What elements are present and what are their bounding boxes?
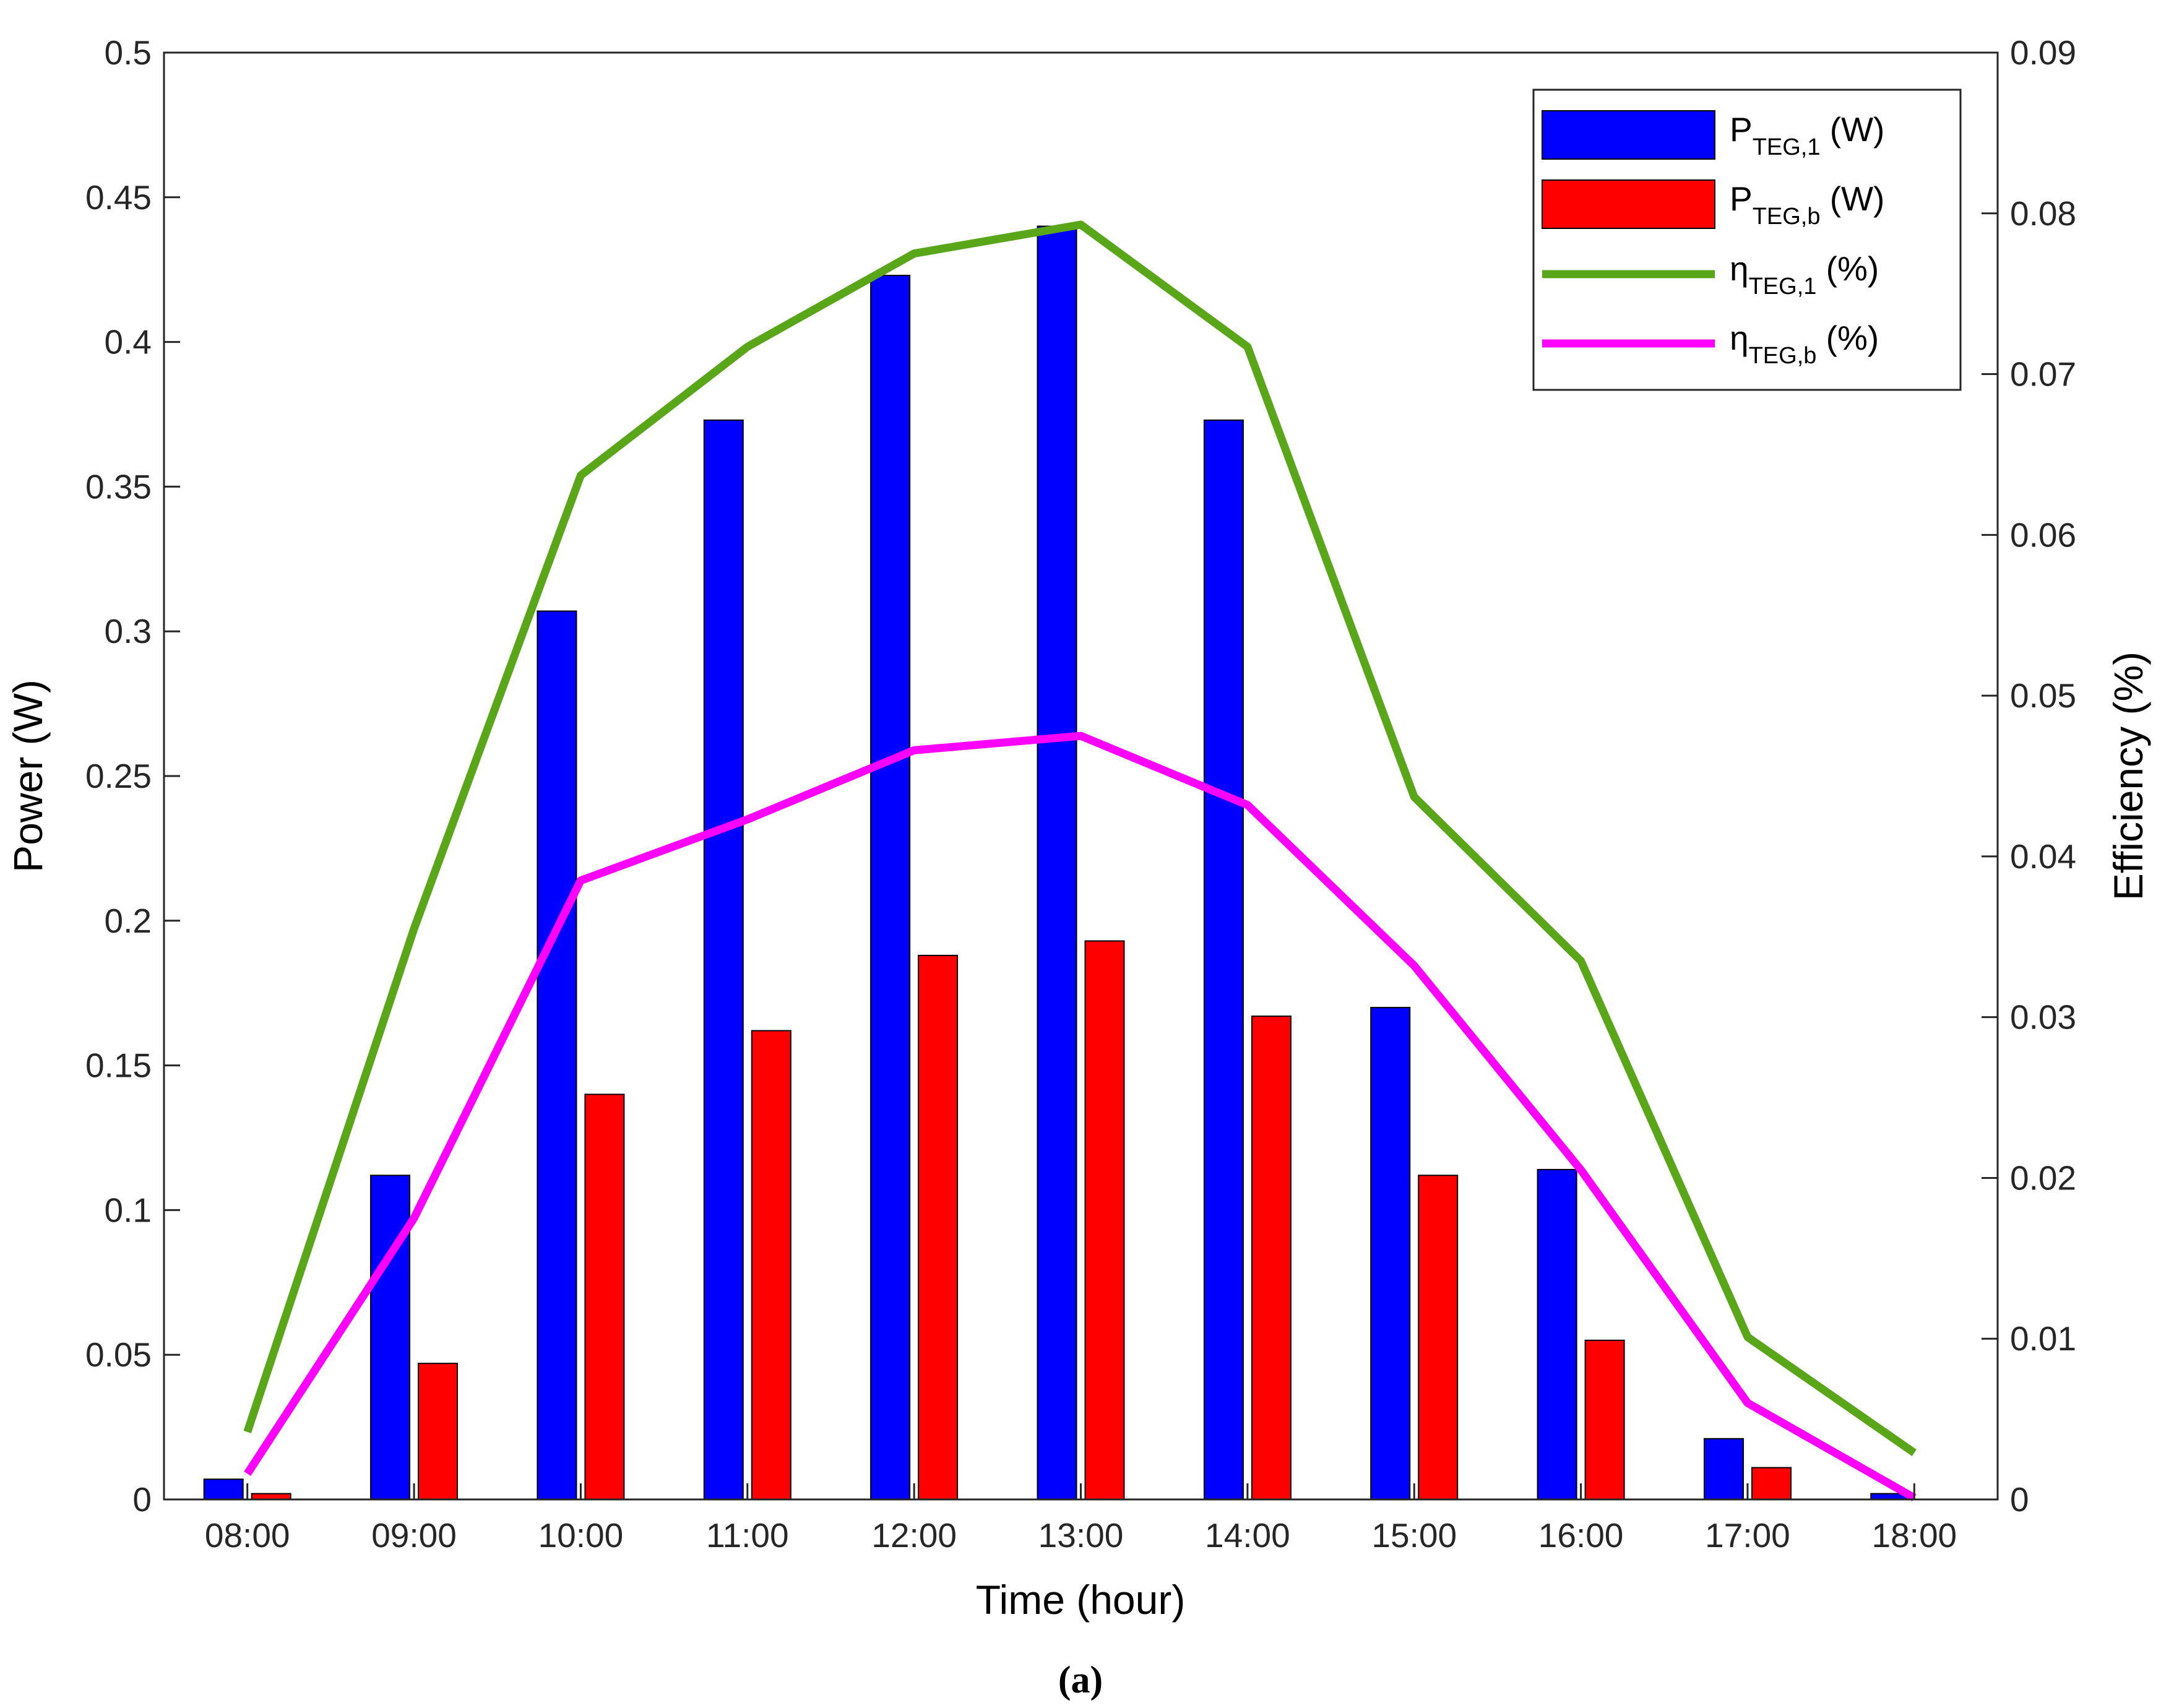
- right-y-tick-label: 0.07: [2010, 355, 2076, 394]
- left-y-tick-label: 0.5: [105, 33, 152, 72]
- line-eta-teg-1: [243, 220, 1917, 1457]
- right-y-axis-title: Efficiency (%): [2105, 652, 2151, 900]
- legend-swatch-p-teg-b: [1542, 179, 1715, 229]
- bar-p-teg-b-1400: [1251, 1016, 1292, 1500]
- left-y-axis: 0 0.05 0.1 0.15 0.2 0.25 0.3 0.35 0.4 0.45 0.5: [85, 33, 180, 1519]
- bar-p-teg-1-1600: [1537, 1168, 1577, 1500]
- right-y-tick-label: 0.04: [2010, 837, 2076, 876]
- figure-caption: (a): [1058, 1659, 1103, 1701]
- bar-p-teg-b-1000: [584, 1093, 625, 1500]
- bar-p-teg-1-1000: [537, 610, 577, 1500]
- left-y-tick-label: 0.25: [85, 757, 152, 795]
- right-y-tick-label: 0.02: [2010, 1158, 2076, 1197]
- x-tick-label: 12:00: [871, 1516, 957, 1555]
- legend-swatch-p-teg-1: [1542, 110, 1715, 160]
- left-y-tick-label: 0.4: [105, 323, 152, 361]
- x-tick-label: 11:00: [706, 1516, 789, 1555]
- legend: PTEG,1 (W) PTEG,b (W) ηTEG,1 (%) ηTEG,b (%): [1532, 88, 1962, 391]
- right-y-tick-label: 0.06: [2010, 515, 2076, 554]
- left-y-axis-title: Power (W): [5, 679, 51, 873]
- x-axis: 08:00 09:00 10:00 11:00 12:00 13:00 14:00 15:00…: [205, 1483, 1957, 1555]
- right-y-tick-label: 0.08: [2010, 194, 2076, 233]
- right-y-tick-label: 0: [2010, 1480, 2029, 1519]
- right-y-tick-label: 0.01: [2010, 1319, 2076, 1358]
- bar-p-teg-b-0900: [418, 1363, 458, 1500]
- left-y-tick-label: 0.45: [85, 178, 152, 217]
- bar-p-teg-1-1100: [703, 419, 744, 1500]
- bar-p-teg-1-0900: [370, 1175, 410, 1501]
- right-y-tick-label: 0.09: [2010, 33, 2076, 72]
- bar-p-teg-1-1700: [1704, 1438, 1744, 1501]
- x-tick-label: 16:00: [1538, 1516, 1624, 1555]
- x-tick-label: 14:00: [1205, 1516, 1290, 1555]
- legend-label-p-teg-1: PTEG,1 (W): [1730, 110, 1884, 160]
- left-y-tick-label: 0.05: [85, 1335, 152, 1374]
- x-tick-label: 15:00: [1371, 1516, 1457, 1555]
- line-eta-teg-b: [244, 731, 1917, 1502]
- left-y-tick-label: 0.15: [85, 1046, 152, 1085]
- x-tick-label: 13:00: [1038, 1516, 1124, 1555]
- bar-p-teg-1-1500: [1370, 1007, 1411, 1500]
- x-tick-label: 08:00: [205, 1516, 290, 1555]
- bar-p-teg-b-1300: [1084, 940, 1125, 1500]
- right-y-tick-label: 0.03: [2010, 998, 2076, 1037]
- left-y-tick-label: 0.1: [105, 1191, 152, 1229]
- left-y-tick-label: 0.3: [105, 612, 152, 650]
- x-tick-label: 18:00: [1871, 1516, 1957, 1555]
- bar-p-teg-b-1700: [1751, 1467, 1792, 1501]
- bar-p-teg-b-1100: [751, 1030, 792, 1500]
- left-y-tick-label: 0.2: [105, 902, 152, 940]
- right-y-tick-label: 0.05: [2010, 676, 2076, 715]
- x-axis-title: Time (hour): [976, 1577, 1186, 1623]
- bar-p-teg-1-1200: [870, 275, 911, 1501]
- bar-p-teg-b-1600: [1584, 1339, 1625, 1501]
- bar-p-teg-1-0800: [203, 1478, 244, 1501]
- left-y-tick-label: 0: [132, 1480, 152, 1519]
- lines-layer: [243, 220, 1917, 1502]
- bar-p-teg-1-1400: [1203, 419, 1244, 1500]
- legend-label-p-teg-b: PTEG,b (W): [1730, 179, 1884, 230]
- x-tick-label: 09:00: [371, 1516, 457, 1555]
- bar-p-teg-1-1300: [1037, 225, 1077, 1500]
- right-y-axis: 0 0.01 0.02 0.03 0.04 0.05 0.06 0.07 0.08 0.09: [1982, 33, 2076, 1519]
- x-tick-label: 17:00: [1705, 1516, 1790, 1555]
- legend-label-eta-teg-b: ηTEG,b (%): [1730, 319, 1879, 369]
- bar-p-teg-b-1500: [1418, 1175, 1459, 1501]
- x-tick-label: 10:00: [538, 1516, 624, 1555]
- bar-p-teg-b-1200: [918, 954, 959, 1500]
- left-y-tick-label: 0.35: [85, 467, 152, 506]
- legend-label-eta-teg-1: ηTEG,1 (%): [1730, 249, 1879, 300]
